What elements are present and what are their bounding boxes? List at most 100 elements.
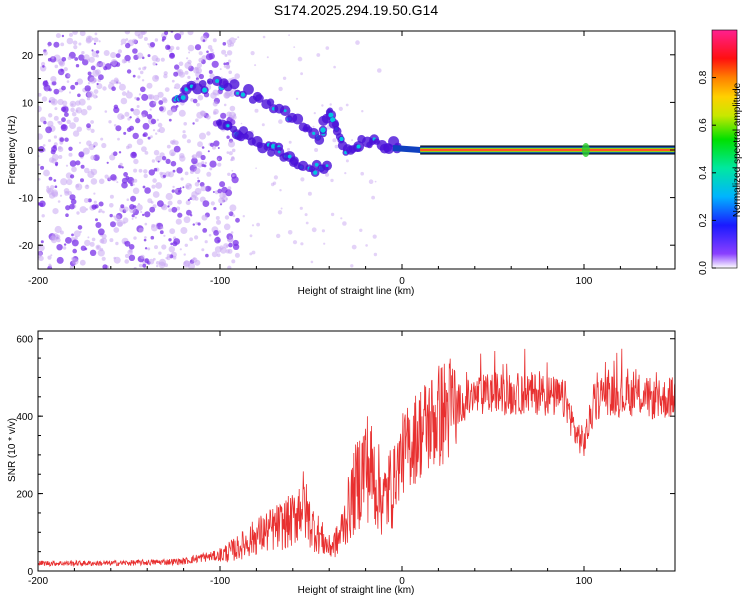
noise-dot — [256, 222, 260, 227]
noise-dot — [361, 110, 364, 113]
noise-dot — [131, 38, 137, 44]
noise-dot — [207, 150, 210, 153]
noise-dot — [116, 181, 119, 184]
noise-dot — [197, 94, 204, 101]
noise-dot — [261, 123, 265, 127]
top-xtick-label: 100 — [576, 276, 593, 287]
noise-dot — [226, 39, 233, 45]
noise-dot — [182, 130, 186, 134]
noise-dot — [156, 264, 159, 268]
noise-dot — [158, 126, 165, 134]
noise-dot — [295, 97, 299, 100]
noise-dot — [57, 68, 65, 76]
noise-dot — [329, 103, 332, 106]
noise-dot — [190, 170, 194, 175]
noise-dot — [53, 179, 57, 182]
noise-dot — [167, 205, 170, 208]
noise-dot — [128, 254, 136, 261]
noise-dot — [88, 56, 95, 63]
noise-dot — [103, 50, 110, 56]
noise-dot — [340, 217, 343, 220]
noise-dot — [71, 111, 77, 117]
noise-dot — [127, 143, 133, 149]
noise-dot — [72, 130, 80, 137]
noise-dot — [86, 97, 91, 101]
snr-marks — [38, 348, 675, 568]
noise-dot — [178, 61, 184, 67]
noise-dot — [98, 201, 104, 207]
noise-dot — [87, 198, 92, 203]
noise-dot — [93, 42, 96, 45]
noise-dot — [206, 115, 211, 120]
noise-dot — [71, 239, 79, 247]
bottom-ytick-label: 200 — [16, 490, 33, 501]
noise-dot — [111, 152, 114, 155]
noise-dot — [80, 178, 84, 183]
noise-dot — [300, 242, 304, 246]
noise-dot — [86, 123, 91, 129]
noise-dot — [279, 189, 282, 192]
noise-dot — [38, 163, 41, 166]
noise-dot — [89, 76, 97, 84]
noise-dot — [187, 198, 190, 202]
noise-dot — [219, 68, 222, 71]
noise-dot — [122, 217, 129, 224]
noise-dot — [124, 54, 131, 62]
noise-dot — [137, 33, 144, 39]
noise-dot — [65, 205, 71, 211]
noise-dot — [38, 133, 43, 140]
noise-dot — [111, 86, 116, 91]
noise-dot — [231, 148, 236, 153]
noise-dot — [102, 210, 105, 214]
noise-dot — [101, 256, 106, 261]
noise-dot — [216, 253, 221, 258]
noise-dot — [141, 93, 149, 101]
track-core — [320, 127, 326, 133]
noise-dot — [137, 75, 141, 79]
noise-dot — [132, 187, 140, 195]
noise-dot — [201, 214, 208, 221]
noise-dot — [40, 65, 47, 72]
noise-dot — [231, 259, 236, 264]
noise-dot — [180, 227, 188, 234]
noise-dot — [226, 50, 233, 56]
noise-dot — [155, 182, 163, 189]
noise-dot — [118, 83, 126, 91]
noise-dot — [150, 224, 158, 232]
noise-dot — [168, 118, 172, 122]
noise-dot — [224, 53, 228, 57]
noise-dot — [134, 216, 137, 219]
noise-dot — [93, 89, 99, 94]
noise-dot — [141, 146, 147, 153]
noise-dot — [228, 111, 236, 119]
noise-dot — [63, 188, 70, 194]
noise-dot — [223, 223, 231, 231]
noise-dot — [174, 33, 182, 41]
track-core — [226, 124, 230, 128]
noise-dot — [79, 31, 86, 37]
noise-dot — [374, 180, 377, 183]
noise-dot — [365, 244, 368, 247]
noise-dot — [228, 59, 232, 63]
noise-dot — [157, 91, 164, 98]
noise-dot — [89, 241, 95, 247]
noise-dot — [60, 42, 65, 47]
noise-dot — [198, 51, 203, 56]
noise-dot — [93, 37, 99, 43]
noise-dot — [226, 64, 231, 69]
noise-dot — [228, 242, 233, 248]
noise-dot — [173, 145, 181, 153]
noise-dot — [172, 139, 176, 143]
noise-dot — [200, 154, 206, 161]
noise-dot — [355, 40, 360, 45]
noise-dot — [100, 137, 104, 141]
noise-dot — [126, 127, 132, 132]
noise-dot — [47, 255, 52, 260]
noise-dot — [54, 64, 59, 69]
noise-dot — [80, 108, 88, 116]
noise-dot — [187, 75, 191, 79]
noise-dot — [215, 216, 220, 220]
noise-dot — [109, 194, 114, 199]
noise-dot — [270, 182, 275, 187]
noise-dot — [172, 255, 177, 260]
